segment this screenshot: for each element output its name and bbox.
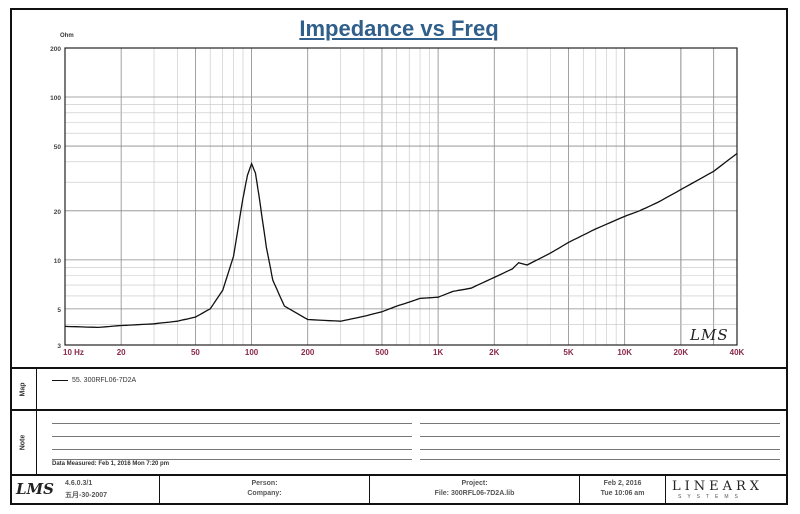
- chart-title: Impedance vs Freq: [299, 16, 499, 41]
- x-tick-label: 40K: [730, 348, 745, 357]
- notes-side-label: Note: [10, 411, 37, 474]
- legend-section: Map 55. 300RFL06-7D2A: [10, 367, 786, 409]
- x-tick-label: 200: [301, 348, 315, 357]
- note-line: [420, 436, 780, 437]
- note-line: [52, 449, 412, 450]
- legend-entry-label: 55. 300RFL06-7D2A: [72, 377, 137, 384]
- legend-line-swatch: [52, 380, 68, 381]
- footer-person-cell: Person: Company:: [160, 476, 370, 503]
- brand-subtitle: SYSTEMS: [678, 494, 744, 500]
- note-line: [52, 459, 412, 460]
- note-line: [52, 436, 412, 437]
- lms-watermark: LMS: [690, 326, 729, 344]
- y-tick-label: 3: [57, 343, 61, 350]
- notes-section: Note Data Measured: Feb 1, 2016 Mon 7:20…: [10, 409, 786, 474]
- x-tick-label: 10K: [617, 348, 632, 357]
- report-footer: LMS 4.6.0.3/1 五月-30-2007 Person: Company…: [10, 474, 786, 503]
- footer-file-label: File: 300RFL06-7D2A.lib: [434, 490, 515, 497]
- note-line: [420, 423, 780, 424]
- footer-project-cell: Project: File: 300RFL06-7D2A.lib: [370, 476, 580, 503]
- note-line: [420, 449, 780, 450]
- y-tick-label: 200: [50, 46, 61, 53]
- footer-person-label: Person:: [251, 480, 278, 487]
- lms-logo: LMS: [16, 480, 54, 498]
- legend-entry: 55. 300RFL06-7D2A: [52, 377, 136, 384]
- y-tick-label: 50: [54, 144, 62, 151]
- footer-version: 4.6.0.3/1: [65, 480, 93, 487]
- x-tick-label: 20: [117, 348, 126, 357]
- x-tick-label: 5K: [563, 348, 573, 357]
- footer-time: Tue 10:06 am: [600, 490, 645, 497]
- footer-date: Feb 2, 2016: [603, 480, 642, 487]
- y-tick-label: 10: [54, 258, 62, 265]
- note-line: [52, 423, 412, 424]
- note-line: [420, 459, 780, 460]
- y-tick-label: 20: [54, 209, 62, 216]
- date-measured: Data Measured: Feb 1, 2016 Mon 7:20 pm: [52, 461, 170, 467]
- footer-company-label: Company:: [247, 490, 282, 497]
- report-frame: Impedance vs Freq: [10, 8, 788, 505]
- y-tick-label: 100: [50, 95, 61, 102]
- footer-version-date: 五月-30-2007: [65, 492, 108, 499]
- x-tick-label: 20K: [673, 348, 688, 357]
- plot-area-border: [64, 47, 738, 346]
- x-tick-label: 1K: [433, 348, 443, 357]
- impedance-series-line: [64, 152, 738, 329]
- footer-project-label: Project:: [461, 480, 488, 487]
- x-tick-label: 100: [245, 348, 259, 357]
- footer-date-cell: Feb 2, 2016 Tue 10:06 am: [580, 476, 666, 503]
- footer-version-cell: LMS 4.6.0.3/1 五月-30-2007: [10, 476, 160, 503]
- y-tick-label: 5: [57, 307, 61, 314]
- x-tick-label: 2K: [489, 348, 499, 357]
- x-tick-label: 50: [191, 348, 200, 357]
- x-tick-label: 10 Hz: [63, 348, 84, 357]
- brand-logo: LINEARX: [672, 479, 764, 494]
- y-unit-label: Ohm: [60, 33, 74, 39]
- x-tick-label: 500: [375, 348, 389, 357]
- legend-side-label: Map: [10, 369, 37, 409]
